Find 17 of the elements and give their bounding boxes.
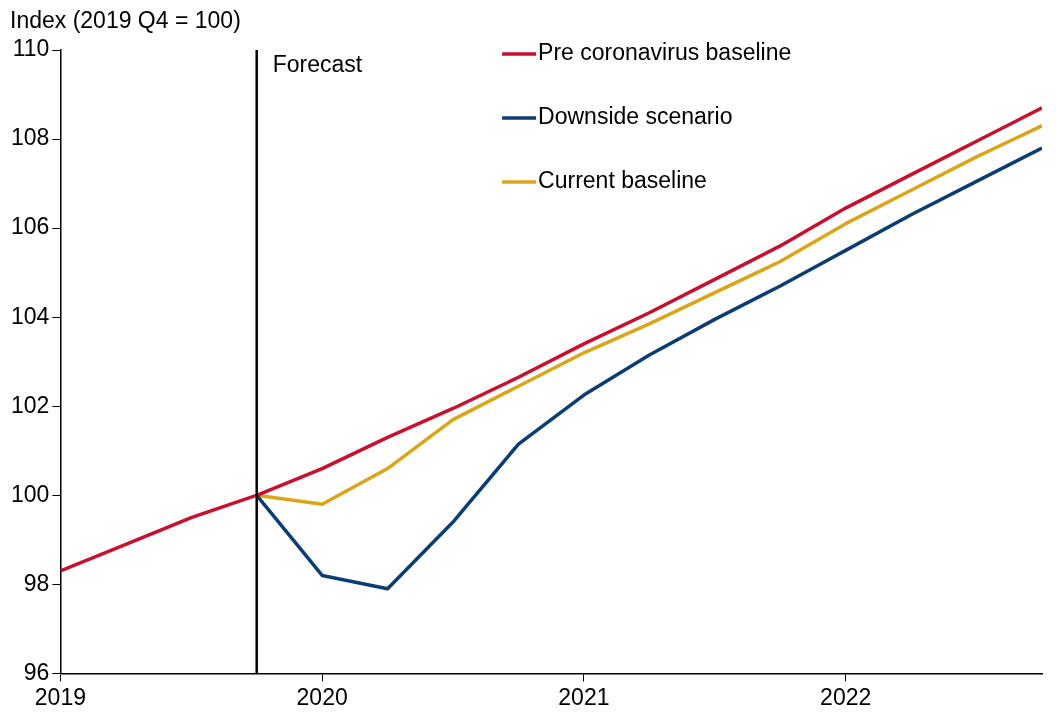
y-tick-label: 102: [11, 391, 50, 418]
legend-label: Downside scenario: [538, 103, 733, 130]
y-tick-label: 96: [23, 658, 50, 685]
y-tick-label: 98: [23, 569, 50, 596]
x-tick-label: 2022: [820, 683, 872, 710]
x-tick-label: 2020: [296, 683, 348, 710]
y-tick-label: 104: [11, 302, 50, 329]
y-tick-label: 108: [11, 124, 50, 151]
x-tick-label: 2021: [558, 683, 610, 710]
y-axis-title: Index (2019 Q4 = 100): [10, 6, 241, 33]
y-tick-label: 110: [12, 35, 50, 62]
legend-label: Pre coronavirus baseline: [538, 39, 792, 66]
legend-label: Current baseline: [538, 167, 707, 194]
y-tick-label: 106: [11, 213, 50, 240]
x-tick-label: 2019: [34, 683, 86, 710]
y-tick-label: 100: [11, 480, 50, 507]
ref-line-label: Forecast: [272, 50, 363, 77]
